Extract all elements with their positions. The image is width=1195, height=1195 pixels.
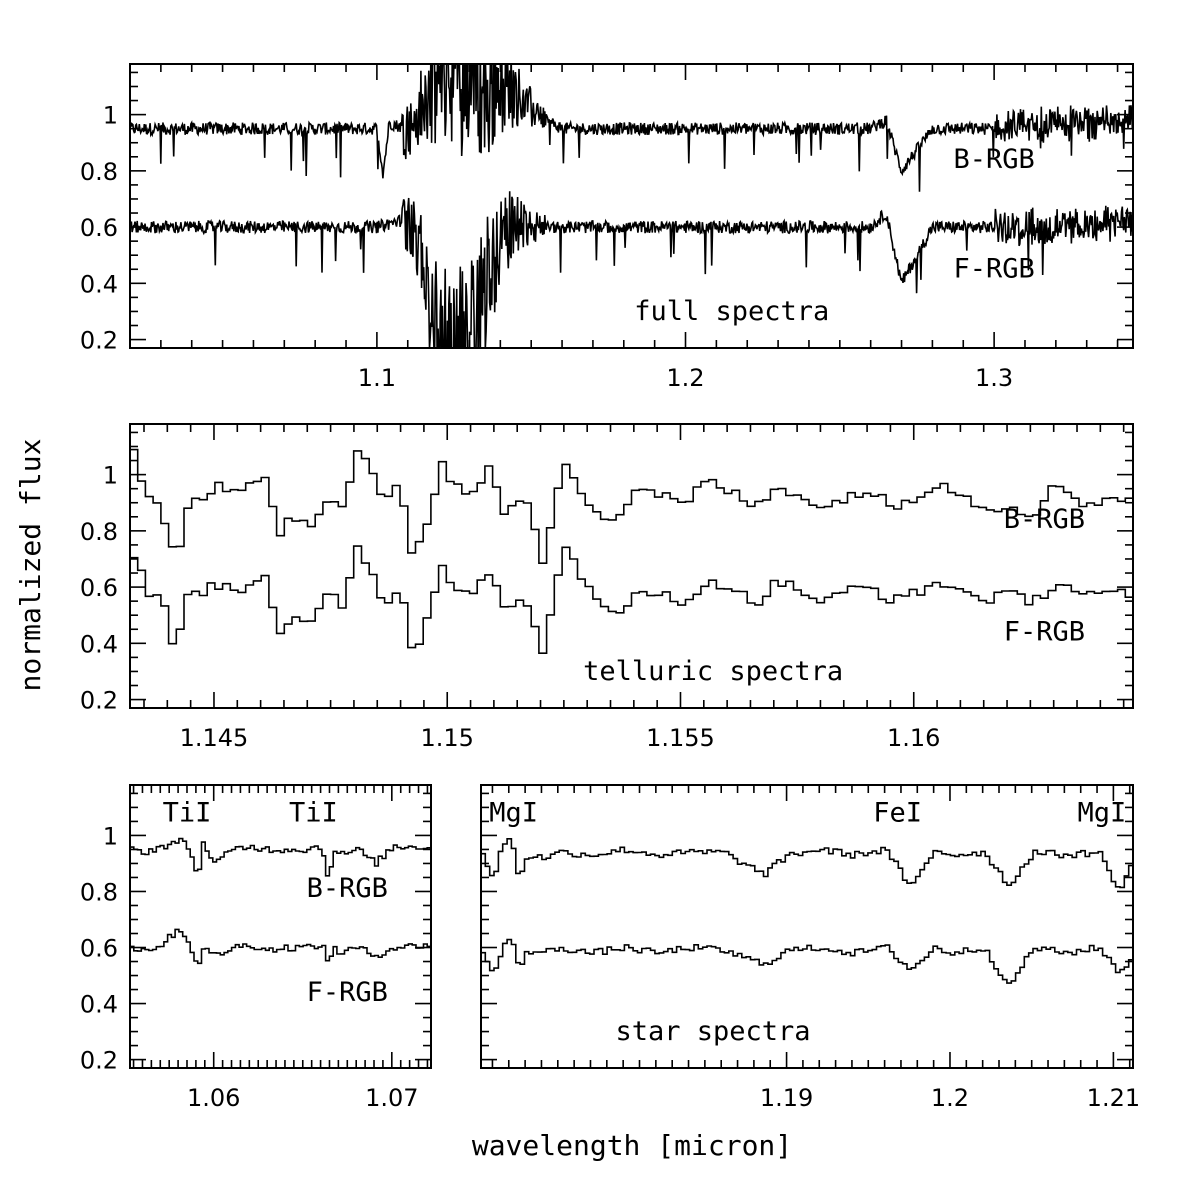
spectrum-line-b-rgb: [130, 448, 1133, 564]
plot-frame: [480, 784, 1134, 1069]
y-tick-label: 0.2: [80, 1047, 118, 1075]
y-tick-label: 0.8: [80, 878, 118, 906]
y-tick-label: 1: [103, 462, 118, 490]
spectrum-line-f-rgb: [130, 545, 1133, 654]
y-tick-label: 0.8: [80, 518, 118, 546]
y-tick-label: 1: [103, 102, 118, 130]
annotation-label: TiI: [163, 797, 212, 828]
x-tick-label: 1.16: [887, 724, 940, 752]
annotation-label: star spectra: [616, 1016, 811, 1047]
panel-telluric-spectra: 1.145 1.15 1.155 1.16 0.2 0.4 0.6 0.8 1 B-RGB F-RG…: [80, 423, 1134, 752]
x-tick-label: 1.06: [187, 1084, 240, 1112]
annotation-label: TiI: [289, 797, 338, 828]
annotation-label: F-RGB: [1004, 617, 1085, 648]
spectrum-line-f-rgb: [130, 928, 431, 965]
x-tick-label: 1.145: [180, 724, 249, 752]
annotation-label: MgI: [1078, 797, 1127, 828]
annotation-label: B-RGB: [953, 144, 1034, 175]
y-tick-label: 0.4: [80, 991, 118, 1019]
spectrum-line-b-rgb: [481, 838, 1133, 889]
plot-frame: [129, 784, 432, 1069]
annotation-label: FeI: [873, 797, 922, 828]
panel-star-spectra-right: 1.19 1.2 1.21 MgI FeI MgI star spectra: [480, 784, 1140, 1112]
x-tick-label: 1.3: [975, 364, 1013, 392]
x-tick-label: 1.15: [421, 724, 474, 752]
y-tick-label: 0.4: [80, 630, 118, 658]
annotation-label: B-RGB: [307, 873, 388, 904]
annotation-label: F-RGB: [307, 977, 388, 1008]
y-tick-label: 1: [103, 822, 118, 850]
x-tick-label: 1.155: [646, 724, 715, 752]
x-tick-label: 1.1: [358, 364, 396, 392]
panel-star-spectra-left: 1.06 1.07 0.2 0.4 0.6 0.8 1 TiI TiI B-RGB F-RGB: [80, 784, 432, 1112]
annotation-label: F-RGB: [953, 254, 1034, 285]
spectrum-line-f-rgb: [481, 938, 1133, 984]
plot-frame: [129, 423, 1134, 709]
x-axis-label: wavelength [micron]: [472, 1129, 792, 1162]
x-tick-label: 1.2: [931, 1084, 969, 1112]
y-axis-label: normalized flux: [14, 439, 47, 692]
x-tick-label: 1.07: [365, 1084, 418, 1112]
y-tick-label: 0.6: [80, 935, 118, 963]
y-tick-label: 0.4: [80, 270, 118, 298]
annotation-label: B-RGB: [1004, 504, 1085, 535]
y-tick-label: 0.6: [80, 214, 118, 242]
y-tick-label: 0.6: [80, 574, 118, 602]
annotation-label: full spectra: [634, 296, 829, 327]
spectrum-line-b-rgb: [130, 64, 1133, 192]
spectrum-line-b-rgb: [130, 837, 431, 877]
x-tick-label: 1.21: [1087, 1084, 1140, 1112]
panel-full-spectra: 1.1 1.2 1.3 0.2 0.4 0.6 0.8 1 B-RGB F-RGB full spe…: [80, 63, 1134, 392]
y-tick-label: 0.8: [80, 158, 118, 186]
plot-frame: [129, 63, 1134, 349]
spectrum-line-f-rgb: [130, 191, 1133, 348]
x-tick-label: 1.2: [666, 364, 704, 392]
y-tick-label: 0.2: [80, 327, 118, 355]
annotation-label: telluric spectra: [583, 656, 843, 687]
x-tick-label: 1.19: [760, 1084, 813, 1112]
annotation-label: MgI: [489, 797, 538, 828]
y-tick-label: 0.2: [80, 687, 118, 715]
